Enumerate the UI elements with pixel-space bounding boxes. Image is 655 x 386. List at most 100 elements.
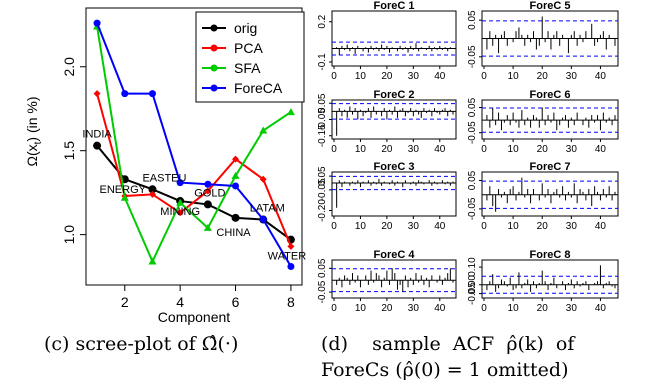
point-ForeCA-2	[121, 90, 129, 98]
acf-panel-6: ForeC 6 0 10 20 30 40 0.05 -0.05	[467, 89, 619, 155]
acf-y-tick-label-2-1: -0.05	[317, 108, 328, 131]
acf-y-tick-label-2-0: 0.05	[317, 93, 328, 113]
legend-label-SFA: SFA	[234, 60, 261, 76]
point-PCA-3	[148, 190, 156, 198]
acf-x-tick-label-6-30: 30	[566, 144, 578, 155]
acf-frame-3	[331, 171, 457, 217]
acf-x-tick-label-2-30: 30	[408, 144, 420, 155]
point-ForeCA-8	[287, 263, 295, 271]
point-label-india: INDIA	[82, 129, 112, 141]
acf-x-tick-label-8-40: 40	[595, 303, 607, 314]
acf-x-tick-label-4-30: 30	[408, 303, 420, 314]
point-label-china: CHINA	[216, 227, 251, 239]
legend-label-PCA: PCA	[234, 40, 263, 56]
acf-x-tick-label-7-10: 10	[508, 221, 520, 232]
acf-panel-1: ForeC 1 0 10 20 30 40 0.2 -0.1	[317, 0, 457, 82]
point-orig-3	[148, 185, 157, 194]
point-SFA-2	[120, 193, 129, 201]
acf-frame-8	[481, 259, 619, 299]
acf-x-tick-label-5-40: 40	[595, 71, 607, 82]
point-ForeCA-5	[204, 180, 212, 188]
y-tick-label-1: 1.0	[61, 225, 77, 245]
x-axis-label: Component	[158, 309, 230, 325]
series-line-SFA	[96, 26, 292, 264]
acf-x-tick-label-3-30: 30	[408, 221, 420, 232]
point-SFA-5	[203, 223, 212, 231]
acf-x-tick-label-8-20: 20	[537, 303, 549, 314]
acf-title-7: ForeC 7	[530, 161, 571, 173]
acf-title-8: ForeC 8	[530, 249, 571, 261]
point-orig-6	[231, 213, 240, 222]
acf-x-tick-label-2-10: 10	[355, 144, 367, 155]
acf-x-tick-label-4-10: 10	[355, 303, 367, 314]
acf-y-tick-label-5-1: -0.05	[467, 45, 478, 68]
acf-panel-3: ForeC 3 0 10 20 30 40 0.05-0.05-0.20	[317, 161, 457, 232]
point-orig-1	[93, 141, 102, 150]
acf-y-tick-label-6-0: 0.05	[467, 97, 478, 117]
point-label-water: WATER	[268, 251, 307, 263]
acf-x-tick-label-5-10: 10	[508, 71, 520, 82]
acf-y-tick-label-1-1: -0.1	[317, 53, 328, 71]
legend-marker-ForeCA	[210, 84, 218, 92]
acf-y-tick-label-2-2: -0.15	[317, 124, 328, 147]
x-tick-label-8: 8	[287, 294, 295, 310]
acf-x-tick-label-8-10: 10	[508, 303, 520, 314]
acf-frame-6	[481, 99, 619, 140]
x-tick-label-6: 6	[232, 294, 240, 310]
acf-y-tick-label-8-2: -0.05	[467, 282, 478, 305]
acf-y-tick-label-8-0: 0.10	[467, 257, 478, 277]
acf-x-tick-label-5-0: 0	[481, 71, 487, 82]
acf-x-tick-label-2-20: 20	[381, 144, 393, 155]
acf-y-tick-label-5-0: 0.05	[467, 10, 478, 30]
point-ForeCA-6	[232, 182, 240, 190]
acf-x-tick-label-3-20: 20	[381, 221, 393, 232]
acf-x-tick-label-3-40: 40	[434, 221, 446, 232]
acf-y-tick-label-1-0: 0.2	[317, 14, 328, 28]
acf-panel-7: ForeC 7 0 10 20 30 40 0.05 -0.05	[467, 161, 619, 232]
point-label-gold: GOLD	[194, 187, 225, 199]
acf-x-tick-label-1-40: 40	[434, 71, 446, 82]
acf-y-tick-label-4-0: 0.05	[317, 258, 328, 278]
legend-label-orig: orig	[234, 20, 257, 36]
legend-marker-SFA	[210, 64, 218, 72]
acf-x-tick-label-1-0: 0	[331, 71, 337, 82]
point-PCA-1	[93, 90, 101, 98]
point-SFA-3	[148, 257, 157, 265]
acf-x-tick-label-8-0: 0	[481, 303, 487, 314]
acf-title-3: ForeC 3	[374, 161, 415, 173]
acf-x-tick-label-7-30: 30	[566, 221, 578, 232]
point-label-latam: LATAM	[250, 203, 285, 215]
point-orig-5	[203, 200, 212, 209]
caption-c: (c) scree-plot of Ω̂(·)	[44, 333, 239, 355]
acf-x-tick-label-4-40: 40	[434, 303, 446, 314]
point-SFA-4	[176, 198, 185, 206]
acf-y-tick-label-6-1: -0.05	[467, 121, 478, 144]
acf-x-tick-label-6-20: 20	[537, 144, 549, 155]
acf-y-tick-label-3-0: 0.05	[317, 166, 328, 186]
acf-title-2: ForeC 2	[374, 89, 415, 101]
acf-x-tick-label-6-40: 40	[595, 144, 607, 155]
acf-x-tick-label-6-0: 0	[481, 144, 487, 155]
point-ForeCA-1	[93, 19, 101, 27]
acf-x-tick-label-7-20: 20	[537, 221, 549, 232]
acf-x-tick-label-4-0: 0	[331, 303, 337, 314]
point-ForeCA-4	[176, 179, 184, 187]
point-PCA-4	[176, 209, 184, 217]
acf-panel-8: ForeC 8 0 10 20 30 40 0.100.00-0.05	[467, 249, 619, 314]
acf-frame-7	[481, 171, 619, 217]
acf-panel-2: ForeC 2 0 10 20 30 40 0.05-0.05-0.15	[317, 89, 457, 155]
x-tick-label-2: 2	[121, 294, 129, 310]
acf-y-tick-label-4-1: -0.05	[317, 280, 328, 303]
point-PCA-7	[259, 175, 267, 183]
series-line-ForeCA	[96, 22, 292, 268]
acf-y-tick-label-7-1: -0.05	[467, 197, 478, 220]
acf-y-tick-label-3-2: -0.20	[317, 199, 328, 222]
acf-x-tick-label-7-40: 40	[595, 221, 607, 232]
caption-d-line1: (d) sample ACF ρ̂(k) of	[321, 333, 575, 355]
acf-title-4: ForeC 4	[374, 249, 416, 261]
acf-title-6: ForeC 6	[530, 89, 571, 101]
acf-x-tick-label-6-10: 10	[508, 144, 520, 155]
series-line-PCA	[96, 93, 292, 247]
acf-frame-4	[331, 259, 457, 299]
